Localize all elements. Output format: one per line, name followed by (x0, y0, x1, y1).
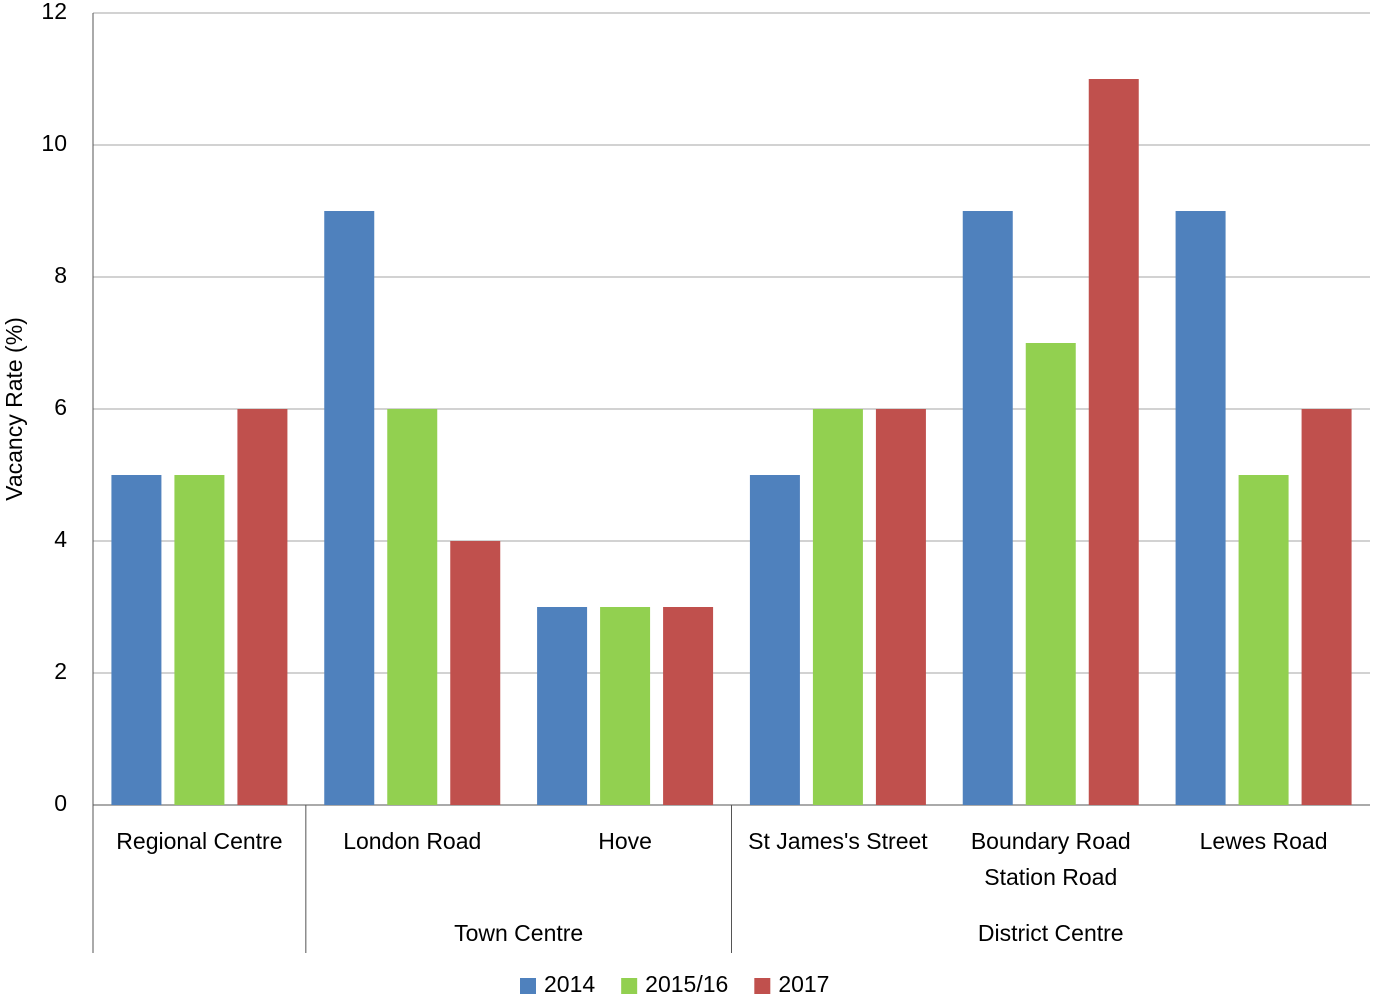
bar (450, 541, 501, 805)
group-label: District Centre (978, 920, 1124, 946)
x-tick-label: Boundary Road (971, 828, 1131, 854)
bar (663, 607, 714, 805)
legend-swatch (621, 978, 638, 994)
bar (174, 475, 225, 805)
bar (111, 475, 162, 805)
bar (812, 409, 863, 805)
bar (600, 607, 651, 805)
bar (237, 409, 288, 805)
bar (1301, 409, 1352, 805)
legend-label: 2015/16 (645, 971, 728, 997)
bar (324, 211, 375, 805)
y-tick-label: 2 (54, 658, 67, 684)
y-axis-label: Vacancy Rate (%) (1, 317, 27, 501)
bar (875, 409, 926, 805)
y-tick-label: 4 (54, 526, 67, 552)
legend-label: 2017 (778, 971, 829, 997)
bar (962, 211, 1013, 805)
bar (749, 475, 800, 805)
bar (1238, 475, 1289, 805)
bar (537, 607, 588, 805)
y-tick-label: 10 (41, 130, 67, 156)
x-tick-label: Station Road (984, 864, 1117, 890)
y-tick-label: 0 (54, 790, 67, 816)
y-tick-label: 12 (41, 0, 67, 24)
bar (387, 409, 438, 805)
x-tick-label: Regional Centre (116, 828, 282, 854)
bar (1025, 343, 1076, 805)
x-tick-label: London Road (343, 828, 481, 854)
bar (1088, 79, 1139, 805)
legend-label: 2014 (544, 971, 595, 997)
x-tick-label: Hove (598, 828, 652, 854)
y-tick-label: 8 (54, 262, 67, 288)
legend-swatch (754, 978, 771, 994)
legend-swatch (520, 978, 536, 994)
bar (1175, 211, 1226, 805)
y-tick-label: 6 (54, 394, 67, 420)
group-label: Town Centre (454, 920, 583, 946)
x-tick-label: Lewes Road (1200, 828, 1328, 854)
x-tick-label: St James's Street (748, 828, 928, 854)
